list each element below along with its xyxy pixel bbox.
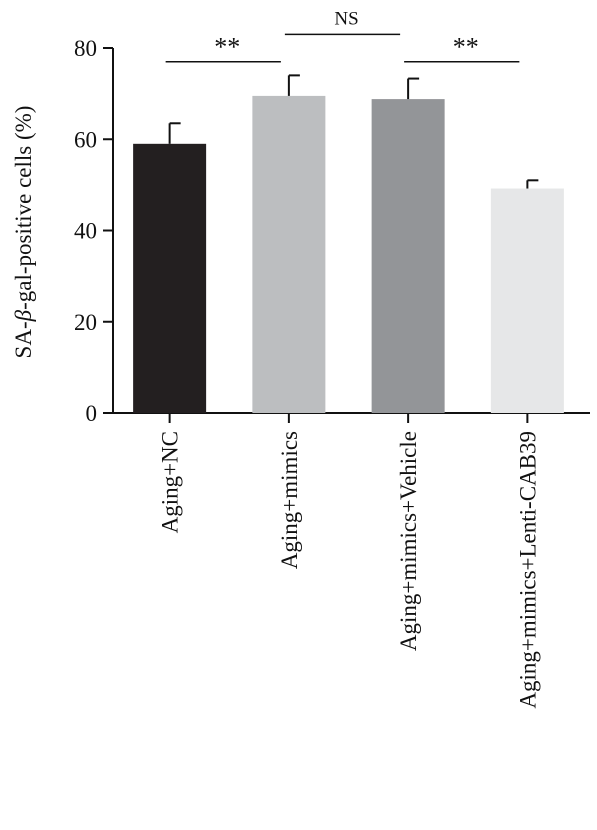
significance-bracket: NS [284, 8, 401, 36]
y-axis-title-prefix: SA- [11, 321, 36, 358]
significance-bracket: ** [404, 33, 520, 63]
significance-label: NS [334, 8, 358, 29]
significance-label: ** [453, 33, 479, 62]
y-tick-label: 80 [74, 36, 97, 61]
y-tick-label: 0 [86, 401, 98, 426]
error-bar [168, 122, 181, 144]
y-axis-title-beta: β [11, 309, 36, 322]
significance-bracket: ** [165, 33, 281, 63]
x-axis: Aging+NC Aging+mimics Aging+mimics+Vehicle… [113, 412, 590, 709]
y-tick-label: 40 [74, 219, 97, 244]
bar [371, 99, 445, 413]
bar [490, 188, 564, 413]
error-bars [168, 74, 539, 189]
bar [252, 95, 326, 413]
x-category-label: Aging+NC [158, 431, 183, 533]
x-category-label: Aging+mimics+Vehicle [396, 431, 421, 651]
bar [133, 143, 207, 413]
y-tick-label: 20 [74, 310, 97, 335]
error-bar [407, 77, 420, 100]
y-axis-title-suffix: -gal-positive cells (%) [11, 106, 36, 310]
y-axis-title: SA-β-gal-positive cells (%) [11, 106, 36, 359]
error-bar [526, 179, 539, 189]
x-category-label: Aging+mimics [277, 431, 302, 569]
y-axis: 0 20 40 60 80 [74, 36, 114, 426]
significance-annotations: ** NS ** [165, 8, 520, 63]
bars [133, 95, 564, 413]
error-bar [287, 74, 300, 96]
y-tick-label: 60 [74, 127, 97, 152]
significance-label: ** [214, 33, 240, 62]
x-category-label: Aging+mimics+Lenti-CAB39 [515, 431, 540, 709]
